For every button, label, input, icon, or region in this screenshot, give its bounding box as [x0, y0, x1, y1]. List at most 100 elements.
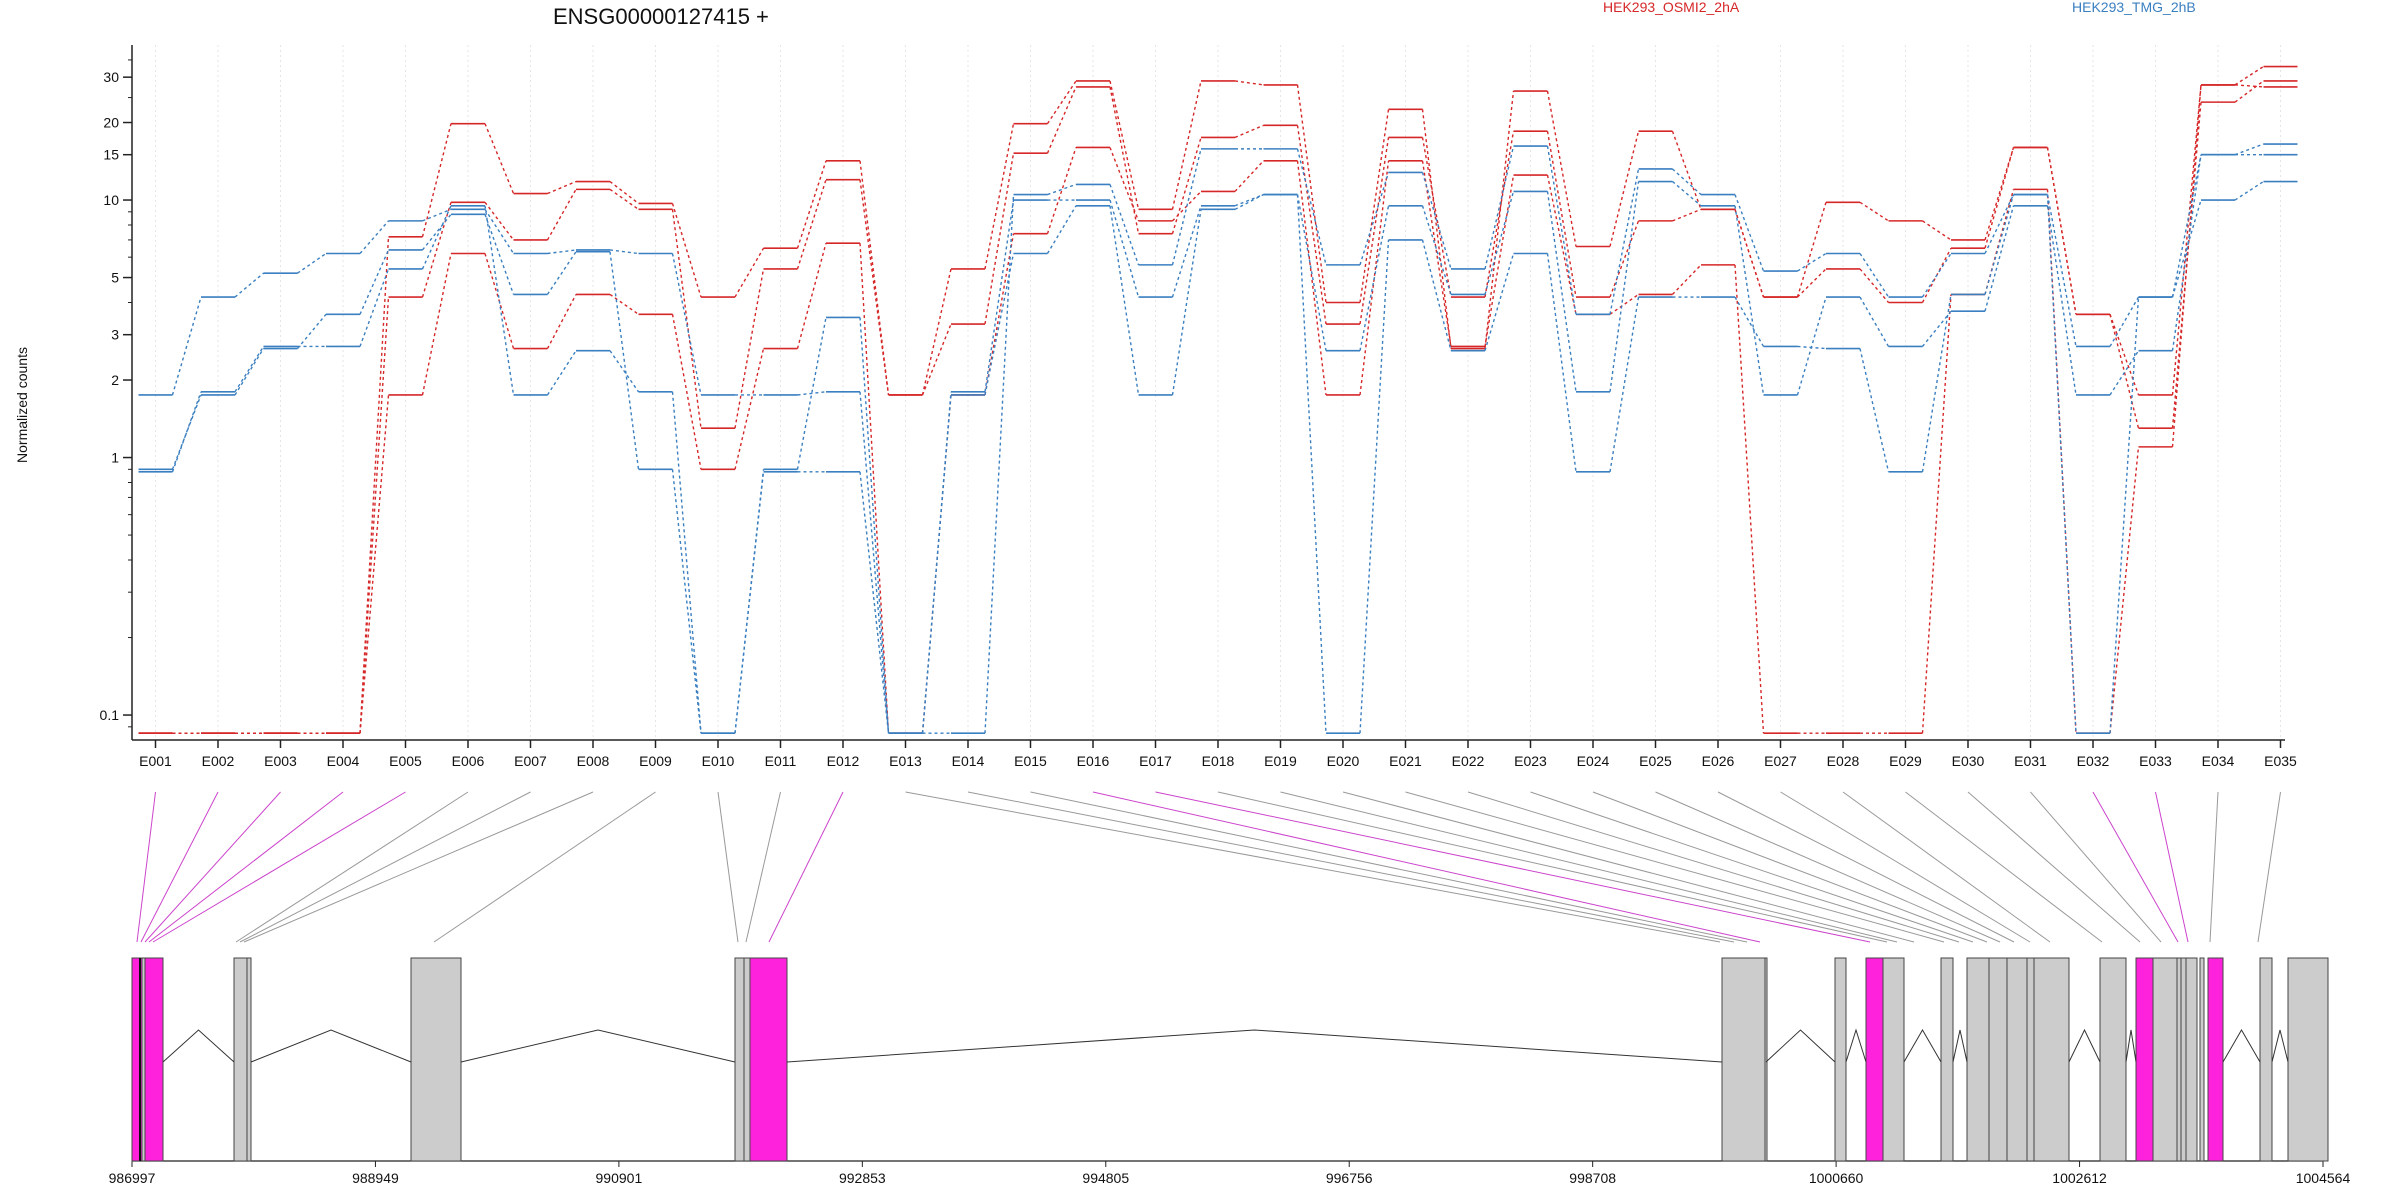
exon-box	[2259, 957, 2273, 1162]
exon-box-highlighted	[2207, 957, 2224, 1162]
data-transition	[1484, 253, 1515, 351]
data-transition	[2234, 180, 2264, 201]
exon-box-highlighted	[144, 957, 164, 1162]
genomic-tick-label: 992853	[839, 1170, 886, 1186]
data-transition	[796, 160, 827, 249]
x-tick-label-e013: E013	[889, 753, 922, 769]
data-transition	[921, 394, 952, 734]
data-transition	[1109, 205, 1140, 396]
x-tick-label-e004: E004	[327, 753, 360, 769]
intron-line	[786, 1029, 1723, 1063]
exon-box	[246, 957, 252, 1162]
data-transition	[2171, 199, 2202, 298]
intron-line	[2222, 1029, 2261, 1063]
data-transition	[1171, 148, 1202, 266]
exon-box	[2185, 957, 2198, 1162]
data-transition	[1797, 345, 1827, 350]
data-transition	[921, 391, 952, 734]
data-transition	[921, 323, 952, 396]
data-transition	[609, 249, 639, 255]
data-transition	[421, 202, 452, 298]
intron-line	[2125, 1029, 2137, 1063]
data-transition	[1359, 239, 1390, 734]
exon-box	[1966, 957, 1990, 1162]
data-transition	[1296, 194, 1327, 351]
exon-connector-e017	[1155, 791, 1871, 943]
data-transition	[1609, 220, 1640, 298]
exon-box	[2026, 957, 2035, 1162]
intron-line	[1903, 1029, 1942, 1063]
data-transition	[796, 242, 827, 349]
data-transition	[1484, 191, 1515, 295]
data-transition	[1171, 137, 1202, 234]
data-transition	[1359, 137, 1390, 325]
data-transition	[484, 123, 515, 194]
data-transition	[2109, 446, 2140, 734]
data-transition	[2234, 65, 2264, 86]
data-transition	[546, 350, 577, 396]
exon-box	[410, 957, 462, 1162]
exon-connector-e009	[433, 791, 656, 943]
series-1	[138, 65, 2298, 735]
y-tick-label: 20	[103, 115, 119, 131]
x-tick-label-e016: E016	[1077, 753, 1110, 769]
data-transition	[859, 317, 890, 734]
y-tick-label: 3	[111, 327, 119, 343]
intron-line	[2068, 1028, 2101, 1063]
data-transition	[1734, 264, 1765, 734]
exon-connector-e021	[1405, 791, 1945, 943]
data-transition	[671, 391, 702, 734]
exon-box-highlighted	[1865, 957, 1884, 1162]
chart-title: ENSG00000127415 +	[553, 4, 769, 29]
data-transition	[1984, 147, 2015, 249]
exon-box-highlighted	[749, 957, 788, 1162]
data-transition	[1859, 201, 1889, 222]
data-transition	[359, 236, 390, 734]
x-tick-label-e018: E018	[1202, 753, 1235, 769]
exon-box	[2006, 957, 2028, 1162]
data-transition	[359, 394, 390, 734]
data-transition	[171, 296, 202, 396]
exon-connector-e030	[1967, 791, 2141, 943]
genomic-tick-label: 1000660	[1809, 1170, 1864, 1186]
data-transition	[1421, 239, 1452, 351]
axes: 0.1 1 2 3 5 10 15 20 30 E001 E002 E003 E004 E005 E006 E…	[100, 45, 2297, 769]
legend-label-osmi2: HEK293_OSMI2_2hA	[1603, 0, 1740, 15]
data-transition	[1109, 147, 1140, 222]
data-transition	[1234, 193, 1264, 210]
x-tick-label-e021: E021	[1389, 753, 1422, 769]
intron-line	[1845, 1028, 1867, 1063]
data-transition	[1171, 80, 1202, 210]
exon-connector-e023	[1530, 791, 1974, 943]
data-transition	[1171, 209, 1202, 396]
x-tick-label-e007: E007	[514, 753, 547, 769]
data-transition	[1047, 183, 1077, 196]
exon-connector-e006	[235, 791, 469, 943]
data-transition	[1546, 253, 1577, 472]
x-tick-label-e020: E020	[1327, 753, 1360, 769]
data-transition	[859, 179, 890, 396]
x-tick-label-e001: E001	[139, 753, 172, 769]
genomic-tick-label: 990901	[596, 1170, 643, 1186]
x-tick-label-e011: E011	[765, 753, 797, 769]
x-tick-label-e002: E002	[202, 753, 235, 769]
exon-connector-e034	[2209, 791, 2219, 943]
data-transition	[797, 391, 827, 396]
x-tick-label-e032: E032	[2077, 753, 2110, 769]
gene-model: 986997 988949 990901 992853 994805 996756 9987…	[109, 957, 2350, 1186]
y-axis-label: Normalized counts	[14, 347, 30, 463]
exon-box	[743, 957, 751, 1162]
data-transition	[547, 180, 577, 195]
exon-box	[2176, 957, 2182, 1162]
data-transition	[1921, 294, 1952, 472]
data-transition	[1484, 131, 1515, 298]
exon-box	[233, 957, 248, 1162]
genomic-tick-label: 986997	[109, 1170, 156, 1186]
exon-box-highlighted	[2135, 957, 2154, 1162]
data-transition	[421, 213, 452, 251]
exon-connector-e022	[1467, 791, 1960, 943]
data-transition	[2046, 205, 2077, 396]
data-transition	[671, 209, 702, 429]
x-tick-label-e019: E019	[1264, 753, 1297, 769]
data-transition	[1859, 296, 1890, 347]
